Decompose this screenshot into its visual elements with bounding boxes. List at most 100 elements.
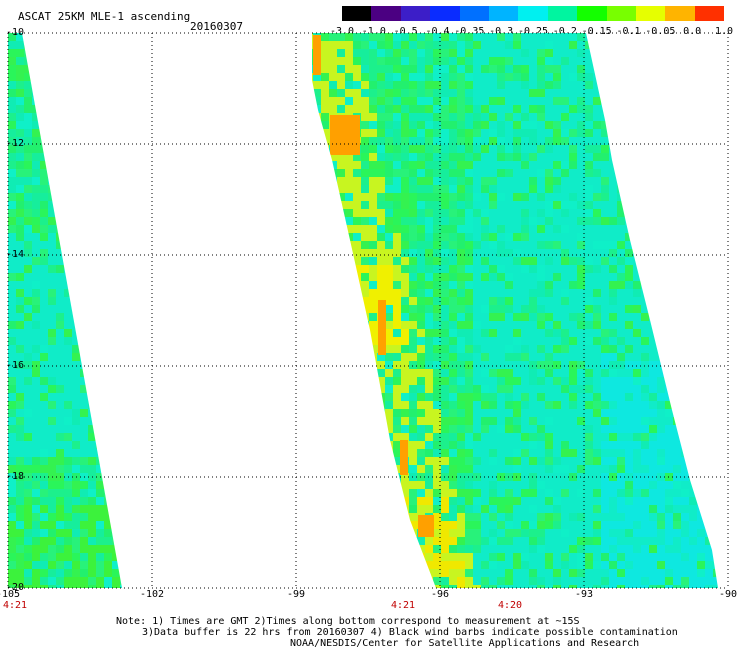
wind-cell [417, 89, 425, 97]
wind-cell [697, 553, 705, 561]
wind-cell [48, 161, 56, 169]
wind-cell [617, 561, 625, 569]
wind-cell [417, 201, 425, 209]
wind-cell [569, 209, 577, 217]
wind-cell [393, 489, 401, 497]
wind-cell [553, 377, 561, 385]
wind-cell [313, 177, 321, 185]
wind-cell [577, 481, 585, 489]
wind-cell [569, 281, 577, 289]
wind-cell [521, 105, 529, 113]
wind-cell [537, 561, 545, 569]
wind-cell [697, 65, 705, 73]
wind-cell [521, 353, 529, 361]
wind-cell [329, 265, 337, 273]
wind-cell [449, 73, 457, 81]
wind-cell [409, 137, 417, 145]
wind-cell [569, 121, 577, 129]
wind-cell [353, 193, 361, 201]
wind-cell [545, 33, 553, 41]
wind-cell [529, 377, 537, 385]
wind-cell [457, 81, 465, 89]
wind-cell [385, 529, 393, 537]
wind-cell [601, 129, 609, 137]
wind-cell [312, 297, 313, 305]
wind-cell [593, 345, 601, 353]
wind-cell [120, 297, 122, 305]
wind-cell [64, 513, 72, 521]
wind-cell [312, 449, 313, 457]
wind-cell [312, 329, 313, 337]
wind-cell [337, 465, 345, 473]
wind-cell [433, 441, 441, 449]
wind-cell [425, 361, 433, 369]
wind-cell [513, 305, 521, 313]
colorbar-swatch [577, 6, 607, 21]
wind-cell [369, 313, 377, 321]
wind-cell [377, 497, 385, 505]
wind-cell [321, 129, 329, 137]
wind-cell [72, 241, 80, 249]
wind-cell [689, 553, 697, 561]
wind-cell [361, 409, 369, 417]
wind-cell [529, 105, 537, 113]
wind-cell [665, 81, 673, 89]
wind-cell [120, 417, 122, 425]
wind-cell [353, 441, 361, 449]
wind-cell [48, 345, 56, 353]
wind-cell [617, 73, 625, 81]
wind-cell [16, 537, 24, 545]
x-tick-label: -96 [430, 589, 450, 600]
wind-cell [112, 345, 120, 353]
wind-cell [625, 105, 633, 113]
wind-cell [345, 393, 353, 401]
wind-cell [705, 449, 713, 457]
wind-cell [48, 185, 56, 193]
wind-cell [120, 561, 122, 569]
wind-cell [649, 57, 657, 65]
wind-cell [409, 481, 417, 489]
wind-cell [337, 97, 345, 105]
wind-cell [433, 97, 441, 105]
wind-cell [617, 89, 625, 97]
wind-cell [385, 417, 393, 425]
wind-cell [353, 49, 361, 57]
wind-cell [401, 585, 409, 588]
wind-cell [553, 497, 561, 505]
wind-cell [593, 265, 601, 273]
wind-cell [657, 249, 665, 257]
wind-cell [681, 177, 689, 185]
wind-cell [673, 577, 681, 585]
wind-cell [32, 433, 40, 441]
wind-cell [104, 545, 112, 553]
wind-cell [497, 345, 505, 353]
wind-cell [409, 289, 417, 297]
wind-cell [713, 441, 718, 449]
wind-cell [321, 449, 329, 457]
colorbar-label: -1.0 [361, 26, 386, 37]
wind-cell [337, 281, 345, 289]
wind-cell [329, 233, 337, 241]
wind-cell [16, 177, 24, 185]
wind-cell [601, 193, 609, 201]
wind-cell [401, 161, 409, 169]
wind-cell [361, 209, 369, 217]
wind-cell [112, 537, 120, 545]
wind-cell [64, 369, 72, 377]
wind-cell [369, 225, 377, 233]
wind-cell [689, 225, 697, 233]
wind-cell [545, 385, 553, 393]
wind-cell [96, 377, 104, 385]
wind-cell [705, 225, 713, 233]
wind-cell [649, 281, 657, 289]
wind-cell [120, 553, 122, 561]
wind-cell [545, 161, 553, 169]
wind-cell [112, 81, 120, 89]
wind-cell [497, 297, 505, 305]
wind-cell [649, 497, 657, 505]
wind-cell [385, 97, 393, 105]
wind-cell [585, 145, 593, 153]
wind-cell [88, 433, 96, 441]
wind-cell [449, 505, 457, 513]
wind-cell [673, 569, 681, 577]
